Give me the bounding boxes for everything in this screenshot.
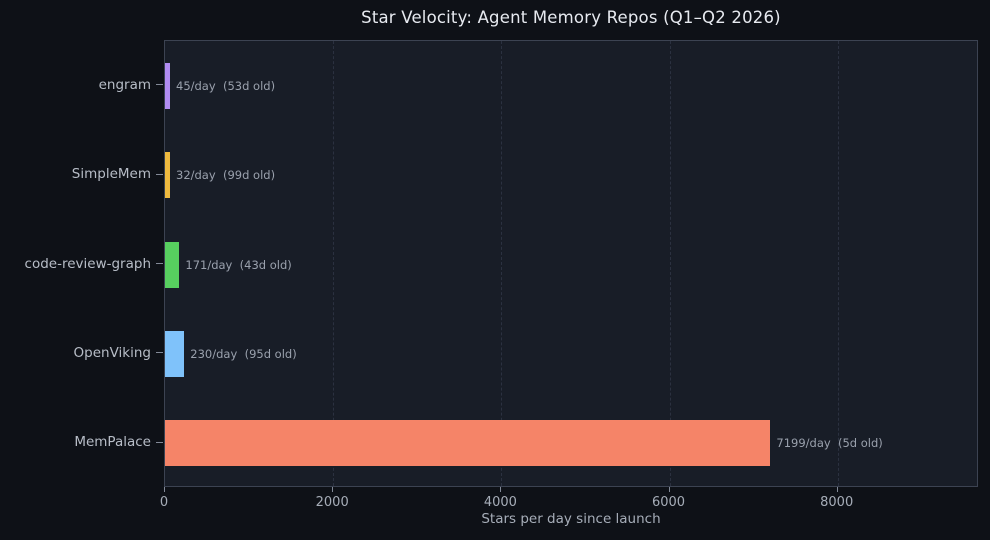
y-tick-label: OpenViking	[73, 344, 151, 361]
y-tick-mark	[156, 352, 163, 354]
x-tick-mark	[500, 487, 502, 492]
x-axis-label: Stars per day since launch	[481, 511, 661, 527]
y-tick-mark	[156, 84, 163, 86]
x-tick-label: 8000	[820, 495, 854, 510]
y-tick-mark	[156, 441, 163, 443]
bar-OpenViking	[165, 330, 185, 377]
bar-value-annotation: 32/day (99d old)	[176, 168, 276, 183]
x-tick-mark	[164, 487, 165, 492]
y-tick-mark	[156, 173, 163, 175]
bar-value-annotation: 230/day (95d old)	[190, 346, 297, 361]
plot-area: 45/day (53d old) 32/day (99d old) 171/day …	[164, 40, 978, 487]
gridline	[669, 41, 671, 486]
bar-engram	[165, 62, 170, 109]
x-tick-mark	[836, 487, 838, 492]
gridline	[837, 41, 839, 486]
chart-title: Star Velocity: Agent Memory Repos (Q1–Q2…	[361, 8, 781, 27]
bar-code-review-graph	[165, 241, 180, 288]
bar-SimpleMem	[165, 152, 170, 199]
x-tick-label: 2000	[315, 495, 349, 510]
gridline	[333, 41, 335, 486]
x-tick-label: 4000	[483, 495, 517, 510]
bar-value-annotation: 171/day (43d old)	[185, 257, 292, 272]
x-tick-label: 6000	[651, 495, 686, 510]
bar-value-annotation: 45/day (53d old)	[176, 78, 276, 93]
y-tick-label: engram	[98, 76, 151, 93]
y-tick-label: code-review-graph	[24, 255, 151, 272]
y-tick-label: SimpleMem	[71, 166, 151, 183]
x-tick-mark	[332, 487, 334, 492]
bar-MemPalace	[165, 420, 771, 467]
bar-value-annotation: 7199/day (5d old)	[776, 436, 883, 451]
y-tick-label: MemPalace	[74, 434, 151, 451]
x-tick-label: 0	[159, 495, 169, 510]
y-tick-mark	[156, 263, 163, 264]
gridline	[501, 41, 503, 486]
x-tick-mark	[668, 487, 670, 492]
